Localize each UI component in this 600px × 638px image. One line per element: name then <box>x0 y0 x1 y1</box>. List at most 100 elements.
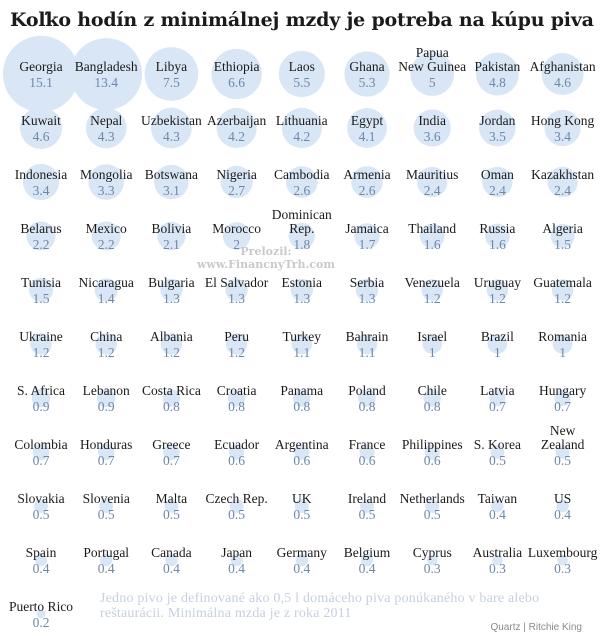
value-label: 1.2 <box>33 345 50 360</box>
bubble <box>423 389 441 407</box>
bubble <box>29 278 53 302</box>
value-label: 0.4 <box>293 561 310 576</box>
bubble <box>293 389 311 407</box>
bubble <box>222 222 251 250</box>
country-label: Mexico <box>86 221 127 236</box>
bubble <box>355 278 379 302</box>
bubble <box>165 553 178 567</box>
country-label: Brazil <box>481 329 514 344</box>
bubble <box>354 223 380 249</box>
country-label: Indonesia <box>15 167 67 182</box>
country-label: Panama <box>280 383 323 398</box>
bubble <box>34 499 48 513</box>
bubble <box>211 48 262 100</box>
country-label: Egypt <box>351 113 383 128</box>
country-label: Morocco <box>212 221 261 236</box>
bubble <box>547 166 578 198</box>
bubble <box>34 553 48 567</box>
country-label: Belgium <box>344 545 391 560</box>
footnote: Jedno pivo je definované ako 0,5 l domác… <box>100 591 540 621</box>
bubble <box>94 278 118 302</box>
bubble <box>475 52 519 96</box>
country-label: India <box>418 113 446 128</box>
country-label: Mongolia <box>80 167 133 182</box>
value-label: 3.4 <box>33 183 50 198</box>
value-label: 0.3 <box>554 561 571 576</box>
value-label: 0.5 <box>293 507 310 522</box>
country-label: S. Africa <box>17 383 65 398</box>
value-label: 0.7 <box>163 453 180 468</box>
bubble <box>163 443 180 461</box>
country-label: Guatemala <box>533 275 591 290</box>
value-label: 1.2 <box>424 291 441 306</box>
country-label: Laos <box>289 59 315 74</box>
watermark-line-1: Prelozil: <box>240 245 292 258</box>
bubble <box>288 222 315 250</box>
bubble <box>225 333 248 355</box>
bubble <box>417 166 448 198</box>
country-label: Ethiopia <box>214 59 260 74</box>
value-label: 0.3 <box>489 561 506 576</box>
country-label: US <box>554 491 571 506</box>
value-label: 1 <box>559 345 566 360</box>
bubble <box>557 554 568 566</box>
value-label: 6.6 <box>228 75 245 90</box>
bubble <box>98 443 115 461</box>
value-label: 1.1 <box>293 345 310 360</box>
value-label: 1.5 <box>554 237 571 252</box>
value-label: 2.7 <box>228 183 245 198</box>
value-label: 0.8 <box>228 399 245 414</box>
bubble <box>70 38 143 110</box>
country-label: Peru <box>224 329 249 344</box>
value-label: 4.3 <box>98 129 115 144</box>
bubble <box>216 107 257 149</box>
country-label: Papua New Guinea <box>398 45 466 74</box>
country-label: Albania <box>150 329 193 344</box>
country-label: Luxembourg <box>528 545 598 560</box>
bubble <box>492 554 503 566</box>
value-label: 1.3 <box>293 291 310 306</box>
bubble <box>491 499 504 513</box>
value-label: 0.5 <box>98 507 115 522</box>
bubble <box>541 52 584 96</box>
bubble <box>482 166 513 198</box>
country-label: Ecuador <box>214 437 259 452</box>
value-label: 1.2 <box>163 345 180 360</box>
value-label: 0.9 <box>98 399 115 414</box>
value-label: 1.2 <box>554 291 571 306</box>
country-label: Mauritius <box>406 167 459 182</box>
bubble <box>486 279 509 301</box>
value-label: 15.1 <box>29 75 53 90</box>
bubble <box>160 278 183 302</box>
labels-layer: Georgia15.1Bangladesh13.4Libya7.5Ethiopi… <box>9 45 598 630</box>
bubble <box>225 278 248 302</box>
chart-title: Koľko hodín z minimálnej mzdy je potreba… <box>10 9 594 31</box>
value-label: 1.3 <box>163 291 180 306</box>
bubble <box>281 107 322 149</box>
country-label: Cambodia <box>274 167 330 182</box>
value-label: 3.4 <box>554 129 571 144</box>
country-label: Armenia <box>343 167 390 182</box>
value-label: 4.8 <box>489 75 506 90</box>
bubble <box>230 553 243 567</box>
value-label: 0.6 <box>293 453 310 468</box>
country-label: Pakistan <box>475 59 521 74</box>
bubble <box>422 334 443 354</box>
country-label: Ukraine <box>19 329 62 344</box>
country-label: Czech Rep. <box>205 491 267 506</box>
value-label: 3.5 <box>489 129 506 144</box>
country-label: Ireland <box>348 491 386 506</box>
bubble <box>489 389 506 407</box>
value-label: 2.1 <box>163 237 180 252</box>
watermark: Prelozil: www.FinancnyTrh.com <box>195 245 337 271</box>
country-label: Uzbekistan <box>141 113 202 128</box>
bubble <box>229 499 244 513</box>
country-label: Algeria <box>542 221 582 236</box>
bubble <box>479 109 516 147</box>
country-label: New Zealand <box>541 423 585 452</box>
value-label: 7.5 <box>163 75 180 90</box>
bubble <box>290 278 313 302</box>
bubble <box>410 52 455 96</box>
country-label: Latvia <box>480 383 514 398</box>
bubble <box>85 107 127 149</box>
